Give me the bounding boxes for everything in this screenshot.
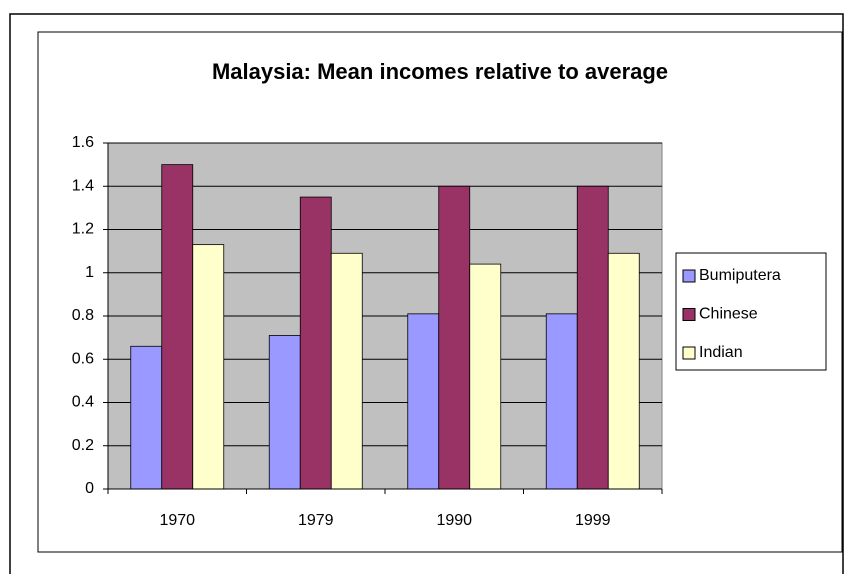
bar [607, 252, 640, 490]
chart-title: Malaysia: Mean incomes relative to avera… [212, 59, 668, 84]
y-tick-label: 1 [85, 264, 94, 281]
legend-swatch [682, 269, 696, 283]
bar [161, 164, 194, 490]
bar [130, 345, 163, 490]
legend-label: Bumiputera [699, 267, 781, 284]
y-tick-label: 0 [85, 480, 94, 497]
legend-box [675, 252, 827, 371]
y-tick-label: 0.6 [72, 350, 94, 367]
bar [438, 185, 471, 490]
y-tick-label: 1.2 [72, 221, 94, 238]
bar [330, 252, 363, 490]
x-tick-label: 1990 [436, 512, 472, 529]
bar [545, 313, 578, 490]
x-tick-label: 1999 [575, 512, 611, 529]
bar [407, 313, 440, 490]
bar [469, 263, 502, 490]
bar [268, 335, 301, 490]
x-tick-label: 1979 [298, 512, 334, 529]
legend-swatch [682, 308, 696, 321]
legend-label: Indian [699, 344, 743, 361]
y-tick-label: 1.6 [72, 134, 94, 151]
bar [576, 185, 609, 490]
y-tick-label: 1.4 [72, 177, 94, 194]
y-tick-label: 0.4 [72, 394, 94, 411]
bar [192, 244, 225, 490]
legend-swatch [682, 346, 696, 360]
bar [299, 196, 332, 490]
legend-label: Chinese [699, 306, 758, 323]
y-tick-label: 0.8 [72, 307, 94, 324]
x-tick-label: 1970 [159, 512, 195, 529]
y-tick-label: 0.2 [72, 437, 94, 454]
